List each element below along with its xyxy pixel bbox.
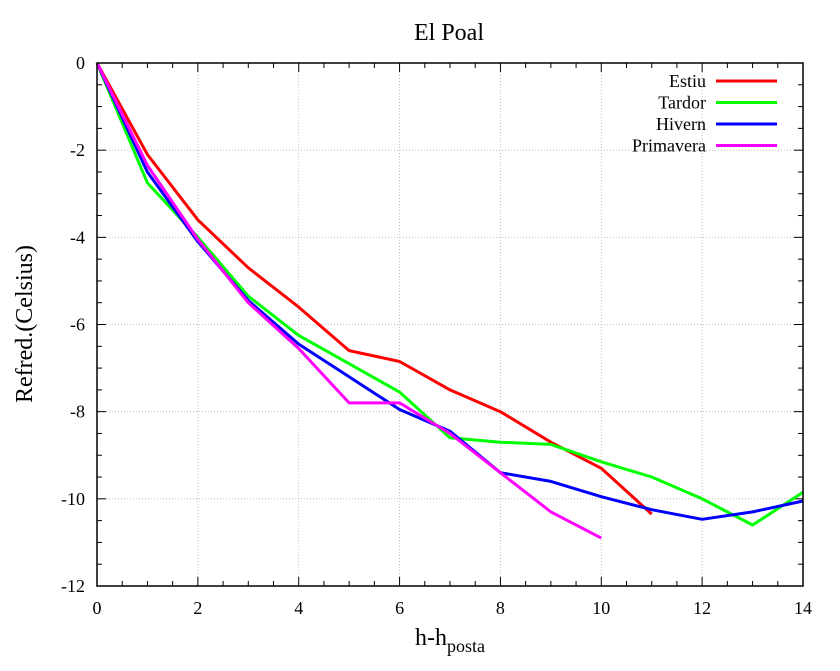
- x-tick-label: 6: [395, 598, 404, 618]
- x-tick-labels: 0 2 4 6 8 10 12 14: [93, 598, 813, 618]
- y-tick-label: 0: [76, 53, 85, 73]
- series-line-estiu: [95, 62, 653, 516]
- legend-label-primavera: Primavera: [632, 136, 706, 156]
- series-line-tardor: [95, 62, 804, 527]
- x-tick-label: 10: [592, 598, 610, 618]
- x-tick-label: 0: [93, 598, 102, 618]
- y-tick-label: -4: [70, 227, 85, 247]
- legend-label-hivern: Hivern: [656, 114, 706, 134]
- chart-title: El Poal: [414, 20, 484, 46]
- x-axis-title-main: h-h: [415, 625, 447, 651]
- grid-lines: [97, 63, 803, 586]
- y-tick-label: -8: [70, 402, 85, 422]
- plot-frame: [96, 62, 804, 587]
- x-tick-label: 8: [496, 598, 505, 618]
- x-tick-label: 12: [693, 598, 711, 618]
- y-tick-label: -10: [61, 489, 85, 509]
- x-tick-label: 2: [193, 598, 202, 618]
- y-tick-labels: 0 -2 -4 -6 -8 -10 -12: [61, 53, 85, 596]
- x-axis-title-subscript: posta: [447, 636, 485, 656]
- minor-ticks: [97, 63, 803, 586]
- x-tick-label: 4: [294, 598, 303, 618]
- y-axis-title: Refred.(Celsius): [12, 245, 38, 403]
- legend-label-estiu: Estiu: [669, 71, 706, 91]
- x-axis-title: h-hposta: [415, 625, 485, 656]
- y-tick-label: -6: [70, 315, 85, 335]
- y-tick-label: -2: [70, 140, 85, 160]
- legend-label-tardor: Tardor: [658, 93, 706, 113]
- series-lines: [95, 62, 804, 540]
- y-tick-label: -12: [61, 576, 85, 596]
- series-line-primavera: [95, 62, 602, 540]
- x-tick-label: 14: [794, 598, 812, 618]
